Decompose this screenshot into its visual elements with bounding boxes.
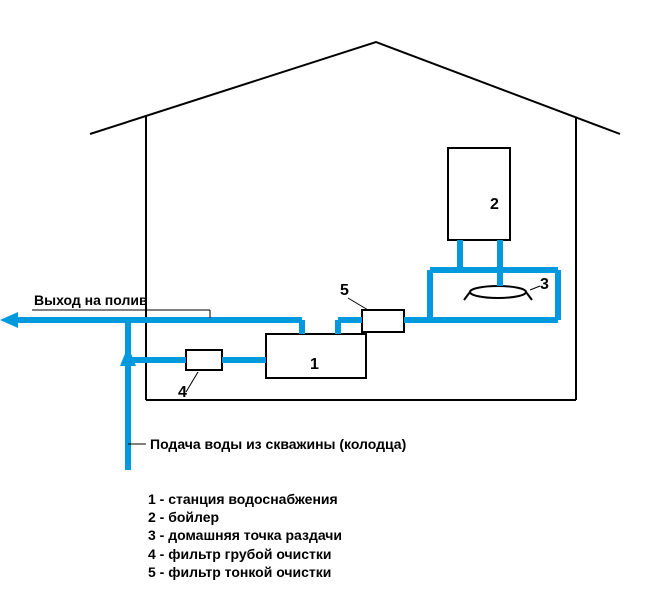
distribution-point [464,286,532,300]
water-supply-label: Подача воды из скважины (колодца) [150,436,406,452]
legend-5: 5 - фильтр тонкой очистки [148,563,342,581]
num-3: 3 [540,276,549,294]
num-4: 4 [178,384,187,402]
num-1: 1 [310,356,319,374]
legend-1: 1 - станция водоснабжения [148,490,342,508]
fine-filter-box [362,310,404,332]
boiler-box [448,148,510,240]
irrigation-label: Выход на полив [34,292,148,308]
legend-4: 4 - фильтр грубой очистки [148,545,342,563]
label-lines [32,286,540,444]
coarse-filter-box [186,350,222,370]
house-outline [90,42,620,400]
legend-3: 3 - домашняя точка раздачи [148,526,342,544]
legend-2: 2 - бойлер [148,508,342,526]
num-5: 5 [340,282,349,300]
legend-block: 1 - станция водоснабжения 2 - бойлер 3 -… [148,490,342,581]
num-2: 2 [490,196,499,214]
